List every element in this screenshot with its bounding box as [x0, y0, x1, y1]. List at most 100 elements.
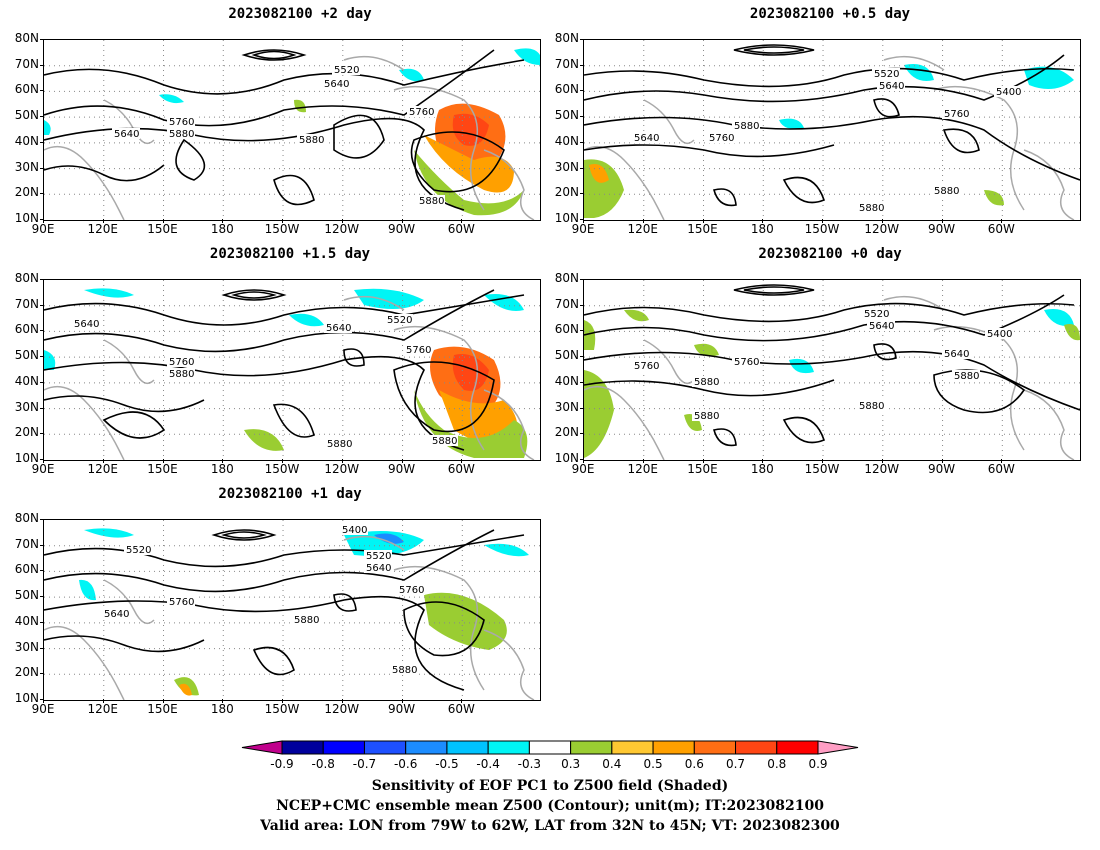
contour-label: 5880 — [734, 121, 759, 132]
axis-tick — [762, 459, 764, 463]
colorbar-label: -0.5 — [435, 757, 459, 771]
axis-tick — [461, 699, 463, 703]
map-panel-plus1: 5400 5520 5520 5640 5760 5640 5760 5880 5880 — [43, 519, 541, 701]
colorbar-label: -0.7 — [352, 757, 377, 771]
sensitivity-shading — [84, 288, 134, 298]
contour-label-bg — [632, 360, 660, 371]
contour-label-bg — [324, 322, 352, 333]
sensitivity-shading — [514, 48, 540, 65]
lat-tick-label: 50N — [554, 108, 579, 123]
lon-tick-label: 120W — [324, 222, 360, 236]
axis-tick — [881, 459, 883, 463]
z500-contour — [333, 593, 357, 612]
map-panel-plus0: 5520 5640 5400 5640 5760 5760 5880 5880 5880 5880 — [583, 279, 1081, 461]
contour-label: 5400 — [987, 329, 1012, 340]
coastline — [343, 295, 405, 311]
axis-tick — [40, 219, 44, 220]
contour-label-bg — [112, 128, 140, 139]
sensitivity-shading — [424, 592, 507, 650]
z500-contour — [743, 286, 805, 294]
z500-contour — [44, 164, 165, 182]
axis-tick — [40, 673, 44, 675]
lat-tick-label: 80N — [554, 31, 579, 45]
contour-label-bg — [857, 400, 885, 411]
lon-tick-label: 150W — [804, 222, 840, 236]
lon-tick-label: 180 — [750, 222, 774, 236]
coastline — [393, 85, 485, 211]
sensitivity-shading — [84, 528, 134, 538]
contour-label-bg — [932, 185, 960, 196]
axis-tick — [580, 167, 584, 169]
coastline — [883, 295, 945, 311]
contour-label: 5760 — [944, 109, 969, 120]
axis-tick — [702, 219, 704, 223]
contour-label: 5640 — [879, 81, 904, 92]
axis-tick — [40, 304, 44, 306]
axis-tick — [40, 141, 44, 143]
lon-tick-label: 90E — [571, 222, 595, 236]
lon-tick-label: 90W — [387, 222, 416, 236]
colorbar-label: 0.9 — [808, 757, 828, 771]
colorbar-box — [776, 740, 819, 755]
z500-contour — [584, 67, 1075, 88]
panel-title-plus2: 2023082100 +2 day — [228, 6, 372, 22]
lat-tick-label: 10N — [554, 451, 579, 465]
axis-tick — [580, 193, 584, 195]
z500-contour — [241, 49, 307, 61]
axis-tick — [43, 459, 44, 463]
axis-tick — [40, 519, 44, 520]
contour-label: 5880 — [859, 203, 884, 214]
axis-tick — [762, 219, 764, 223]
coastline — [103, 339, 155, 385]
contour-label-bg — [985, 328, 1013, 339]
contour-label-bg — [404, 344, 432, 355]
lon-tick-label: 180 — [210, 462, 234, 476]
axis-tick — [822, 459, 824, 463]
lon-tick-label: 180 — [750, 462, 774, 476]
axis-tick — [461, 459, 463, 463]
contour-label-bg — [292, 614, 320, 625]
coastline — [483, 629, 535, 700]
lat-tick-label: 70N — [554, 56, 579, 71]
sensitivity-shading — [789, 358, 814, 374]
z500-contour — [44, 595, 465, 691]
sensitivity-shading — [354, 288, 424, 309]
contour-label: 5520 — [387, 315, 412, 326]
contour-label: 5520 — [366, 551, 391, 562]
sensitivity-shading — [779, 118, 804, 129]
axis-tick — [102, 699, 104, 703]
contour-label: 5640 — [74, 319, 99, 330]
z500-contour — [44, 355, 465, 451]
colorbar-graphic — [241, 740, 859, 755]
contour-label: 5520 — [874, 69, 899, 80]
lat-tick-label: 70N — [14, 296, 39, 311]
z500-contour — [782, 176, 825, 204]
contour-label-bg — [732, 356, 760, 367]
axis-tick — [43, 219, 44, 223]
contour-label-bg — [994, 86, 1022, 97]
axis-tick — [580, 330, 584, 332]
colorbar-box — [735, 740, 778, 755]
colorbar-box — [446, 740, 489, 755]
axis-tick — [40, 356, 44, 358]
caption-valid-area: Valid area: LON from 79W to 62W, LAT fro… — [260, 818, 840, 834]
axis-tick — [40, 279, 44, 280]
z500-contour — [393, 361, 495, 433]
map-panel-plus2: 5520 5640 5760 5640 5760 5880 5880 5880 — [43, 39, 541, 221]
lat-tick-label: 50N — [554, 348, 579, 363]
axis-tick — [40, 544, 44, 546]
lat-tick-label: 80N — [14, 31, 39, 45]
colorbar-label: 0.3 — [561, 757, 581, 771]
lat-tick-label: 20N — [554, 185, 579, 200]
lon-tick-label: 120W — [324, 462, 360, 476]
sensitivity-shading — [694, 343, 719, 357]
lon-tick-label: 150E — [147, 462, 178, 476]
colorbar-label: -0.3 — [517, 757, 542, 771]
axis-tick — [40, 39, 44, 40]
axis-tick — [341, 219, 343, 223]
lat-tick-label: 10N — [554, 211, 579, 225]
lat-tick-label: 30N — [14, 159, 39, 174]
axis-tick — [162, 219, 164, 223]
contour-label-bg — [167, 128, 195, 139]
